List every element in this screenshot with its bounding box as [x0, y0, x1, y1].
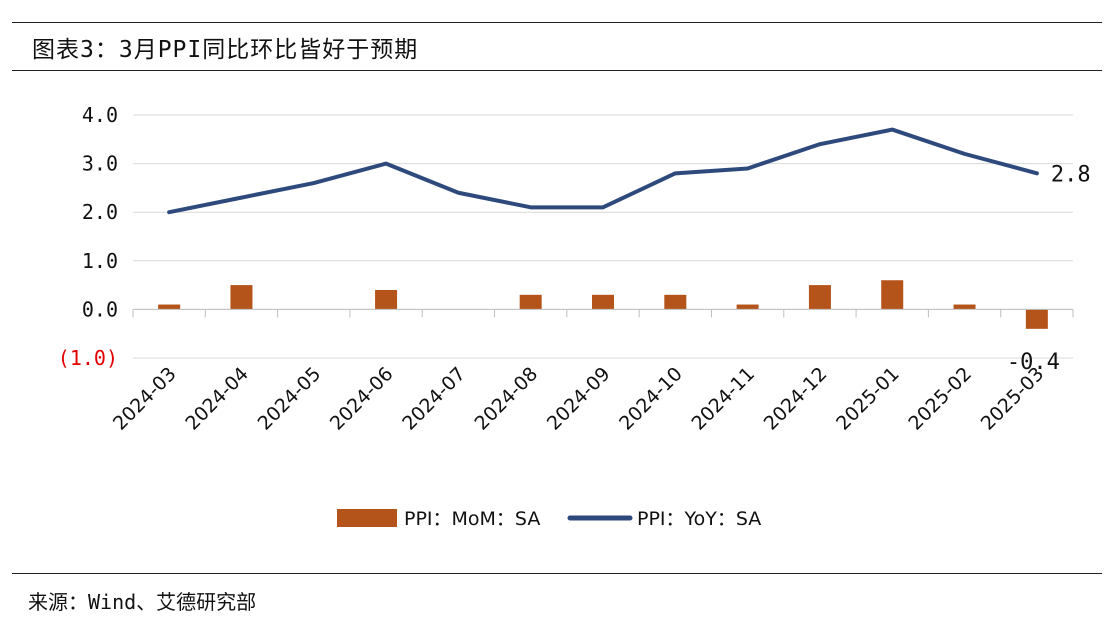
mom-bar: [230, 285, 253, 310]
title-rule: [12, 70, 1102, 71]
y-axis: 4.0 3.0 2.0 1.0 0.0 (1.0): [58, 103, 118, 370]
x-tick-label: 2024-09: [543, 363, 615, 435]
legend-label-yoy: PPI：YoY：SA: [637, 508, 761, 530]
x-tick-label: 2024-03: [109, 363, 181, 435]
legend-swatch-mom: [337, 509, 397, 527]
x-axis: 2024-03 2024-04 2024-05 2024-06 2024-07 2024-…: [109, 308, 1074, 435]
legend-label-mom: PPI：MoM：SA: [404, 508, 540, 530]
x-tick-label: 2024-10: [615, 363, 687, 435]
legend: PPI：MoM：SA PPI：YoY：SA: [337, 508, 761, 530]
mom-bar: [953, 304, 976, 310]
mom-bar: [158, 304, 181, 310]
mom-bar: [1025, 309, 1048, 329]
x-tick-label: 2025-02: [904, 363, 976, 435]
top-rule: [12, 22, 1102, 23]
mom-bar: [808, 285, 831, 310]
bottom-rule: [12, 573, 1102, 574]
source-note: 来源：Wind、艾德研究部: [28, 590, 257, 614]
data-label: 2.8: [1051, 162, 1091, 187]
gridlines: [133, 114, 1073, 359]
data-label: -0.4: [1007, 350, 1060, 375]
x-tick-label: 2024-11: [687, 363, 759, 435]
x-tick-label: 2024-05: [254, 363, 326, 435]
yoy-line: [167, 127, 1039, 215]
data-labels: 2.8 -0.4: [1007, 162, 1091, 375]
mom-bar: [375, 289, 398, 310]
x-tick-label: 2024-08: [471, 363, 543, 435]
y-tick-label: 0.0: [82, 297, 118, 321]
mom-bar: [664, 294, 687, 310]
y-tick-label: 3.0: [82, 152, 118, 176]
mom-bar: [592, 294, 614, 310]
x-tick-label: 2025-01: [832, 363, 904, 435]
x-tick-label: 2024-04: [181, 363, 253, 435]
x-tick-label: 2024-07: [398, 363, 470, 435]
x-tick-label: 2024-12: [760, 363, 832, 435]
y-tick-label: (1.0): [58, 346, 118, 370]
mom-bar: [519, 294, 542, 310]
mom-bar: [881, 280, 904, 310]
y-tick-label: 1.0: [82, 249, 118, 273]
mom-bars: [158, 280, 1048, 329]
y-tick-label: 4.0: [82, 103, 118, 127]
x-tick-label: 2024-06: [326, 363, 398, 435]
yoy-line-series: [167, 127, 1039, 215]
chart-title: 图表3：3月PPI同比环比皆好于预期: [32, 37, 419, 63]
y-tick-label: 2.0: [82, 200, 118, 224]
mom-bar: [736, 304, 759, 310]
